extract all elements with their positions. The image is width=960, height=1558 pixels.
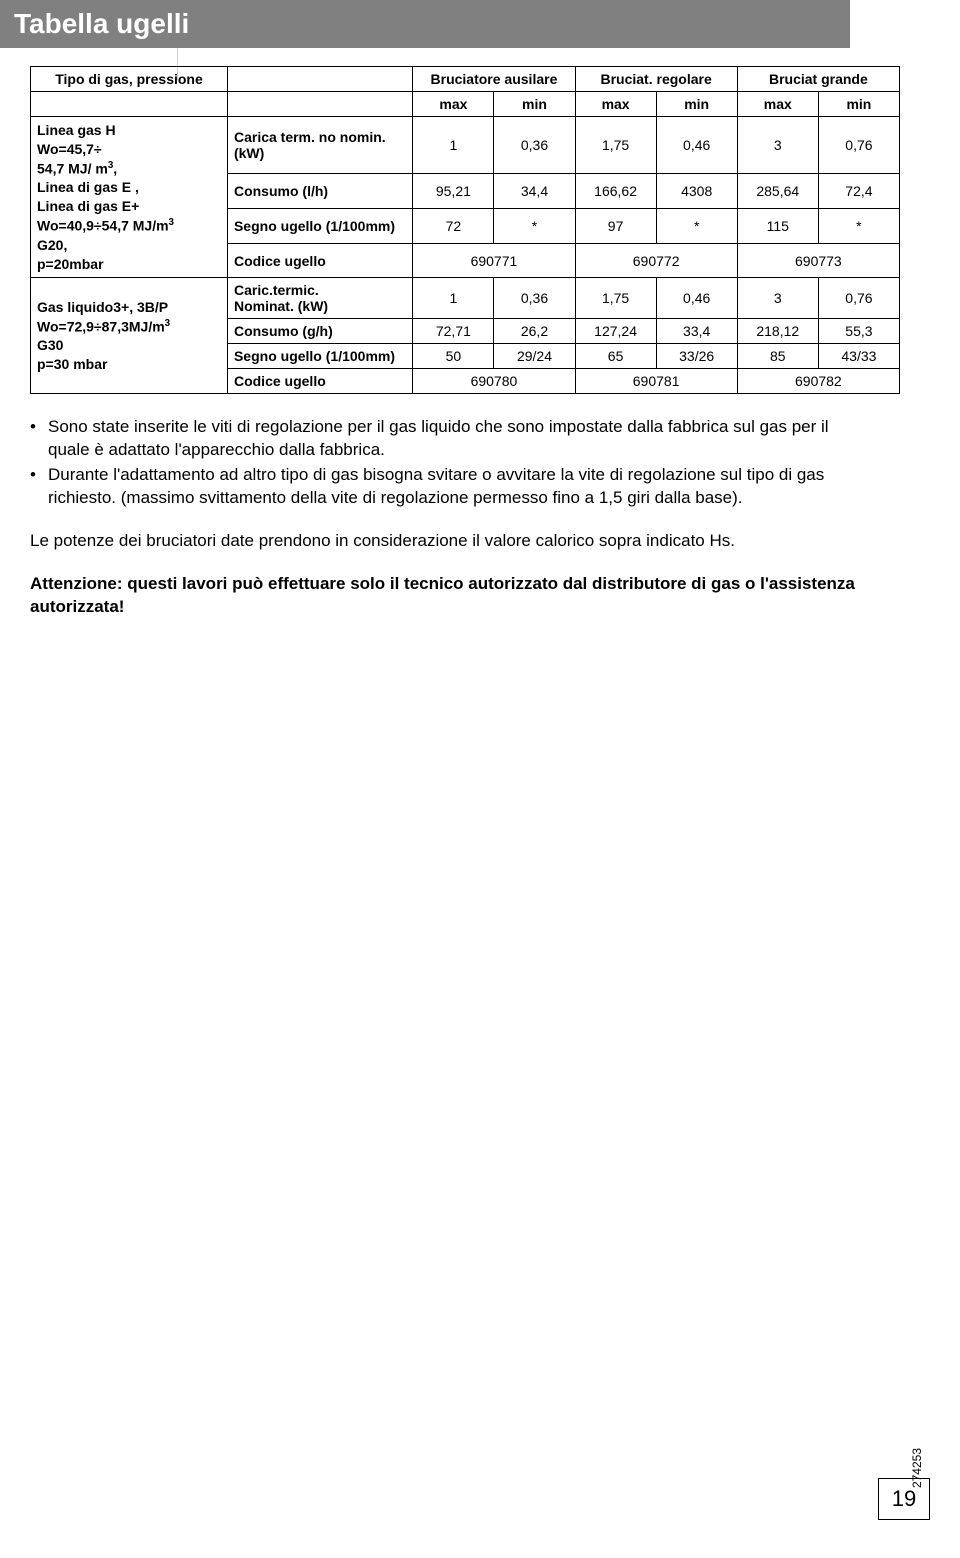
header-max: max — [413, 92, 494, 117]
page-number: 19 — [878, 1478, 930, 1520]
cell: 33,4 — [656, 319, 737, 344]
cell: 0,76 — [818, 117, 899, 174]
cell: 3 — [737, 278, 818, 319]
param-label: Consumo (g/h) — [227, 319, 412, 344]
cell: 3 — [737, 117, 818, 174]
cell: 690782 — [737, 369, 899, 394]
cell: 1 — [413, 278, 494, 319]
cell: 690780 — [413, 369, 575, 394]
cell: 0,36 — [494, 278, 575, 319]
table-header-row-1: Tipo di gas, pressione Bruciatore ausila… — [31, 67, 900, 92]
notes-list: Sono state inserite le viti di regolazio… — [30, 416, 900, 510]
param-label: Consumo (l/h) — [227, 174, 412, 209]
cell: 55,3 — [818, 319, 899, 344]
header-type: Tipo di gas, pressione — [31, 67, 228, 92]
note-item: Durante l'adattamento ad altro tipo di g… — [30, 464, 860, 510]
cell: 285,64 — [737, 174, 818, 209]
header-min: min — [494, 92, 575, 117]
cell: 65 — [575, 344, 656, 369]
cell: 0,46 — [656, 278, 737, 319]
param-label: Codice ugello — [227, 369, 412, 394]
cell: 690781 — [575, 369, 737, 394]
cell: 26,2 — [494, 319, 575, 344]
cell: 50 — [413, 344, 494, 369]
cell: 1,75 — [575, 278, 656, 319]
cell: 43/33 — [818, 344, 899, 369]
cell: 1 — [413, 117, 494, 174]
header-max: max — [575, 92, 656, 117]
cell: 72 — [413, 208, 494, 243]
table-row: Linea gas HWo=45,7÷54,7 MJ/ m3,Linea di … — [31, 117, 900, 174]
cell: 1,75 — [575, 117, 656, 174]
cell: 0,36 — [494, 117, 575, 174]
cell: 97 — [575, 208, 656, 243]
header-max: max — [737, 92, 818, 117]
nozzle-table: Tipo di gas, pressione Bruciatore ausila… — [30, 66, 900, 394]
param-label: Caric.termic.Nominat. (kW) — [227, 278, 412, 319]
cell: 127,24 — [575, 319, 656, 344]
cell: 4308 — [656, 174, 737, 209]
param-label: Segno ugello (1/100mm) — [227, 208, 412, 243]
header-big: Bruciat grande — [737, 67, 899, 92]
param-label: Carica term. no nomin.(kW) — [227, 117, 412, 174]
cell: 29/24 — [494, 344, 575, 369]
cell: 166,62 — [575, 174, 656, 209]
cell: 34,4 — [494, 174, 575, 209]
cell: 218,12 — [737, 319, 818, 344]
cell: 115 — [737, 208, 818, 243]
cell: 0,46 — [656, 117, 737, 174]
table-header-row-2: max min max min max min — [31, 92, 900, 117]
header-aux: Bruciatore ausilare — [413, 67, 575, 92]
note-item: Sono state inserite le viti di regolazio… — [30, 416, 860, 462]
cell: * — [656, 208, 737, 243]
cell: 0,76 — [818, 278, 899, 319]
header-reg: Bruciat. regolare — [575, 67, 737, 92]
cell: 85 — [737, 344, 818, 369]
cell: 72,4 — [818, 174, 899, 209]
gas-type-1: Linea gas HWo=45,7÷54,7 MJ/ m3,Linea di … — [31, 117, 228, 278]
cell: * — [818, 208, 899, 243]
page-title: Tabella ugelli — [0, 0, 850, 48]
cell: 33/26 — [656, 344, 737, 369]
param-label: Segno ugello (1/100mm) — [227, 344, 412, 369]
paragraph-warning: Attenzione: questi lavori può effettuare… — [30, 573, 900, 619]
gas-type-2: Gas liquido3+, 3B/PWo=72,9÷87,3MJ/m3G30p… — [31, 278, 228, 394]
cell: 72,71 — [413, 319, 494, 344]
paragraph-hs: Le potenze dei bruciatori date prendono … — [30, 530, 900, 553]
cell: 690772 — [575, 243, 737, 278]
table-row: Gas liquido3+, 3B/PWo=72,9÷87,3MJ/m3G30p… — [31, 278, 900, 319]
param-label: Codice ugello — [227, 243, 412, 278]
cell: * — [494, 208, 575, 243]
header-min: min — [818, 92, 899, 117]
cell: 95,21 — [413, 174, 494, 209]
cell: 690773 — [737, 243, 899, 278]
header-min: min — [656, 92, 737, 117]
cell: 690771 — [413, 243, 575, 278]
